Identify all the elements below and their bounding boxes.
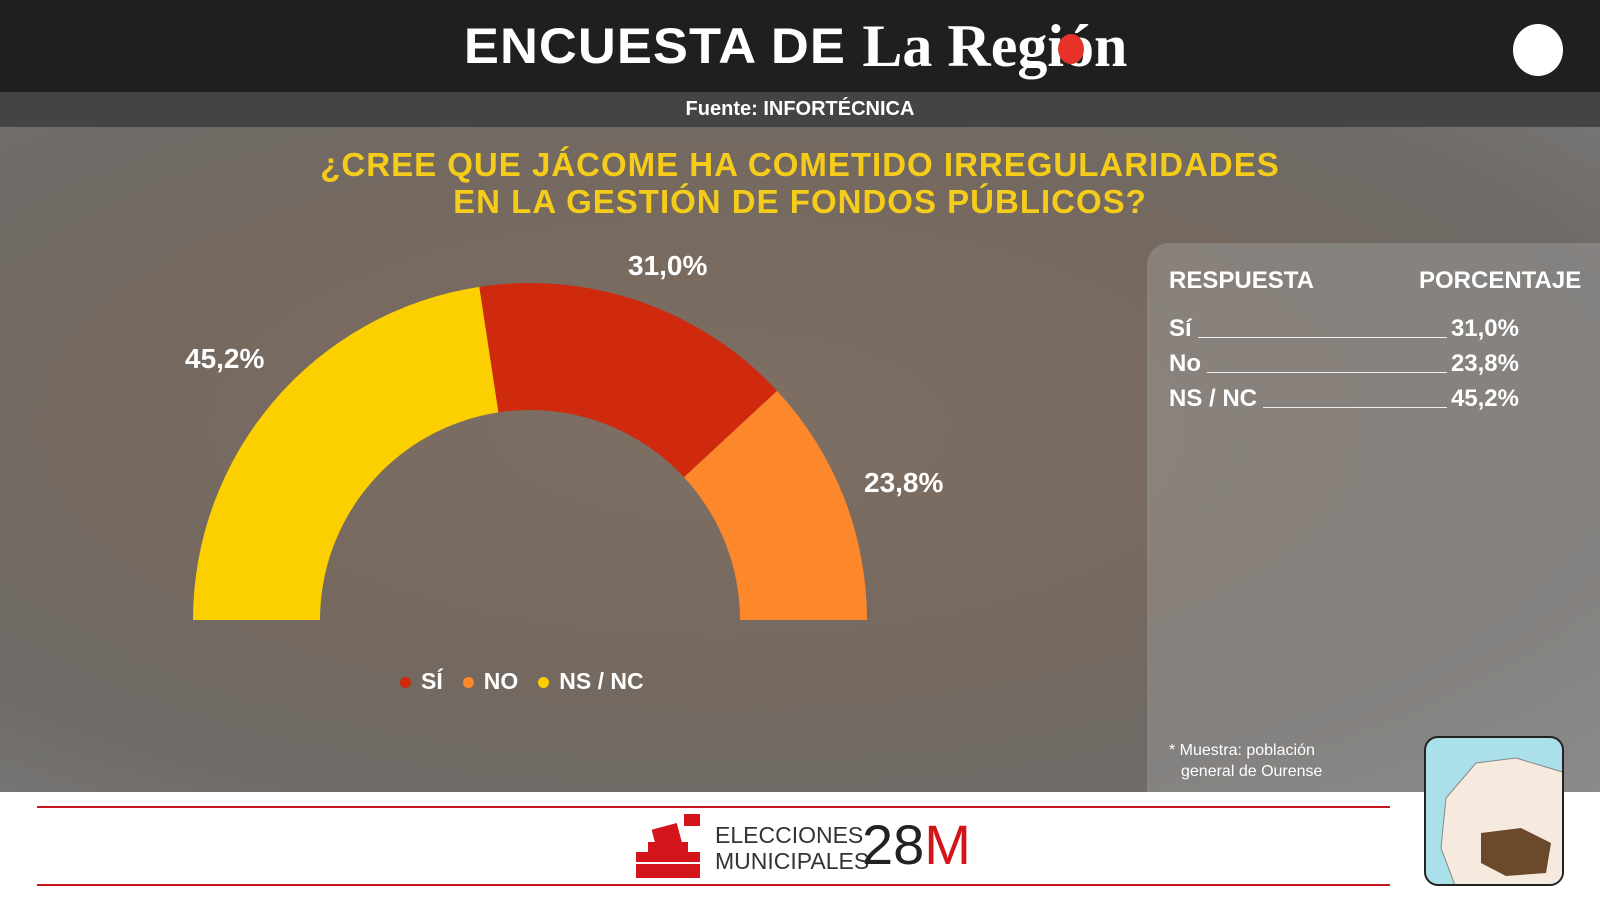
footer: ELECCIONES MUNICIPALES 28M [0,792,1600,900]
legend-nsnc: NS / NC [538,668,644,695]
title-prefix: ENCUESTA DE [463,18,846,74]
divider [37,806,1390,808]
legend: SÍ NO NS / NC [400,668,644,695]
logo-dot-icon [1058,33,1085,64]
slice-si [479,283,778,478]
divider [37,884,1390,886]
source-text: Fuente: INFORTÉCNICA [0,92,1600,127]
sample-note: * Muestra: población general de Ourense [1169,742,1323,780]
results-table: RESPUESTA PORCENTAJE Sí 31,0% No 23,8% NS … [1147,243,1600,793]
table-row: Sí 31,0% [1169,315,1519,342]
elections-text: ELECCIONES MUNICIPALES [715,822,870,874]
header: ENCUESTA DE La Región [0,0,1600,92]
question-title: ¿CREE QUE JÁCOME HA COMETIDO IRREGULARID… [320,146,1280,220]
apple-logo-icon [1513,24,1563,76]
table-row: NS / NC 45,2% [1169,385,1519,412]
ballot-box-icon [636,814,700,878]
label-no: 23,8% [864,467,944,498]
col-porcentaje: PORCENTAJE [1419,267,1582,294]
label-si: 31,0% [628,250,708,281]
legend-si: SÍ [400,668,443,695]
election-date: 28M [862,813,971,876]
legend-no: NO [462,668,518,695]
table-row: No 23,8% [1169,350,1519,377]
la-region-logo: La Región [862,12,1128,79]
slice-no [683,390,867,620]
half-donut-chart [193,283,867,620]
col-respuesta: RESPUESTA [1169,267,1314,294]
label-nsnc: 45,2% [185,343,265,374]
galicia-minimap [1424,736,1564,886]
slice-nsnc [193,286,499,620]
